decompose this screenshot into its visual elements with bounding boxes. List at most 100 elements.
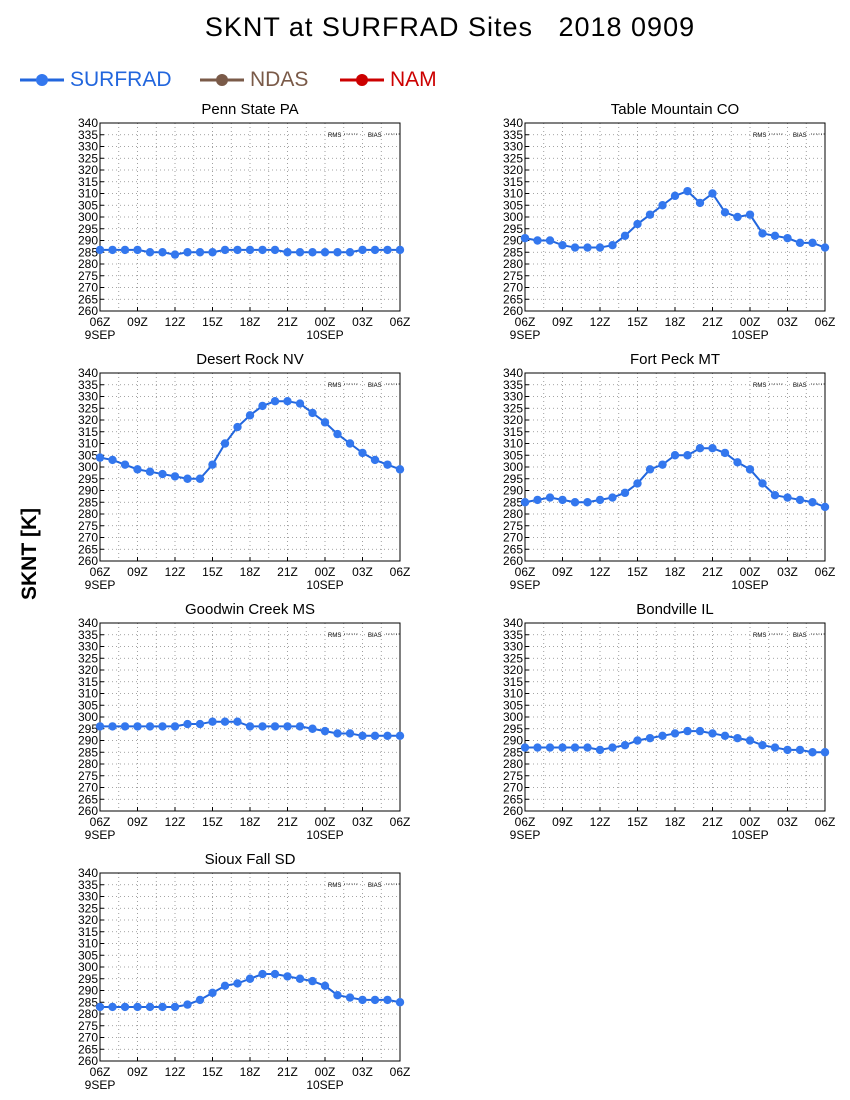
x-tick-label: 09Z <box>127 315 148 329</box>
data-point-surfrad <box>670 191 680 201</box>
y-tick-label: 335 <box>78 878 98 892</box>
data-point-surfrad <box>358 995 367 1005</box>
data-point-surfrad <box>758 741 767 750</box>
x-tick-label: 21Z <box>702 565 723 579</box>
y-tick-label: 265 <box>503 542 523 556</box>
stats-label: RMS <box>753 133 766 139</box>
data-point-surfrad <box>233 422 242 432</box>
data-point-surfrad <box>208 717 217 726</box>
x-tick-label: 15Z <box>202 1065 223 1079</box>
y-tick-label: 300 <box>78 460 98 474</box>
y-tick-label: 280 <box>78 757 98 771</box>
data-point-surfrad <box>733 212 742 222</box>
data-point-surfrad <box>770 743 780 752</box>
y-tick-label: 340 <box>78 616 98 630</box>
x-date-label: 10SEP <box>306 1078 343 1092</box>
y-tick-label: 275 <box>78 519 98 533</box>
y-tick-label: 290 <box>78 734 98 748</box>
data-point-surfrad <box>820 502 830 512</box>
data-point-surfrad <box>583 243 592 252</box>
stats-label: BIAS <box>793 383 807 389</box>
data-point-surfrad <box>383 460 392 469</box>
x-tick-label: 00Z <box>740 315 761 329</box>
x-tick-label: 09Z <box>552 315 573 329</box>
x-tick-label: 03Z <box>777 815 798 829</box>
chart-panel-7: Sioux Fall SD 260265270275280285290295300… <box>78 851 410 1092</box>
legend-label-surfrad: SURFRAD <box>70 68 172 91</box>
y-tick-label: 320 <box>503 663 523 677</box>
data-point-surfrad <box>170 722 180 731</box>
chart-panel-5: Goodwin Creek MS 260265270275280285290295… <box>78 601 410 842</box>
y-tick-label: 315 <box>503 425 523 439</box>
y-tick-label: 315 <box>78 425 98 439</box>
y-tick-label: 285 <box>503 495 523 509</box>
data-point-surfrad <box>620 741 630 750</box>
y-tick-label: 300 <box>503 210 523 224</box>
y-tick-label: 325 <box>78 151 98 165</box>
y-tick-label: 320 <box>78 913 98 927</box>
x-tick-label: 06Z <box>815 315 836 329</box>
y-tick-label: 340 <box>78 116 98 130</box>
y-tick-label: 305 <box>78 698 98 712</box>
data-point-surfrad <box>658 731 667 740</box>
chart-panel-1: Penn State PA 260265270275280285290295300… <box>78 101 410 342</box>
data-point-surfrad <box>645 210 655 219</box>
data-point-surfrad <box>333 991 342 1000</box>
y-tick-label: 310 <box>78 687 98 701</box>
y-tick-label: 305 <box>78 198 98 212</box>
x-tick-label: 15Z <box>627 565 648 579</box>
data-point-surfrad <box>233 717 242 726</box>
data-point-surfrad <box>658 201 667 210</box>
y-tick-label: 270 <box>503 281 523 295</box>
y-tick-label: 310 <box>503 687 523 701</box>
x-tick-label: 03Z <box>352 815 373 829</box>
page-title: SKNT at SURFRAD Sites 2018 0909 <box>204 12 696 42</box>
data-point-surfrad <box>558 241 567 250</box>
data-point-surfrad <box>695 444 705 453</box>
data-point-surfrad <box>245 411 255 420</box>
y-tick-label: 340 <box>78 866 98 880</box>
chart-panel-3: Desert Rock NV26026527027528028529029530… <box>78 351 410 592</box>
data-point-surfrad <box>645 733 655 743</box>
data-point-surfrad <box>120 722 130 731</box>
data-point-surfrad <box>658 460 667 469</box>
data-point-surfrad <box>670 729 680 738</box>
data-point-surfrad <box>758 229 767 238</box>
y-tick-label: 285 <box>78 995 98 1009</box>
data-point-surfrad <box>795 495 805 505</box>
data-point-surfrad <box>645 465 655 474</box>
data-point-surfrad <box>795 745 805 755</box>
x-tick-label: 06Z <box>90 1065 111 1079</box>
data-point-surfrad <box>358 731 367 740</box>
x-tick-label: 03Z <box>777 315 798 329</box>
x-tick-label: 18Z <box>665 815 686 829</box>
data-point-surfrad <box>158 1002 167 1012</box>
data-point-surfrad <box>395 245 405 255</box>
data-point-surfrad <box>95 453 105 462</box>
x-tick-label: 09Z <box>127 1065 148 1079</box>
data-point-surfrad <box>820 748 830 757</box>
data-point-surfrad <box>295 248 305 257</box>
y-tick-label: 275 <box>503 769 523 783</box>
data-point-surfrad <box>170 472 180 481</box>
data-point-surfrad <box>633 736 642 745</box>
data-point-surfrad <box>383 995 392 1005</box>
chart-title: Goodwin Creek MS <box>185 601 315 618</box>
x-tick-label: 00Z <box>315 1065 336 1079</box>
data-point-surfrad <box>270 397 280 406</box>
x-date-label: 10SEP <box>306 578 343 592</box>
y-tick-label: 260 <box>78 304 98 318</box>
data-point-surfrad <box>383 245 392 255</box>
data-point-surfrad <box>558 495 567 505</box>
chart-title: Bondville IL <box>636 601 714 618</box>
y-tick-label: 290 <box>78 234 98 248</box>
y-tick-label: 260 <box>78 554 98 568</box>
y-tick-label: 335 <box>78 128 98 142</box>
data-point-surfrad <box>695 726 705 736</box>
chart-panel-4: Fort Peck MT2602652702752802852902953003… <box>503 351 835 592</box>
y-tick-label: 275 <box>78 769 98 783</box>
x-tick-label: 18Z <box>240 1065 261 1079</box>
y-tick-label: 315 <box>78 925 98 939</box>
y-tick-label: 330 <box>78 390 98 404</box>
data-point-surfrad <box>370 731 380 740</box>
